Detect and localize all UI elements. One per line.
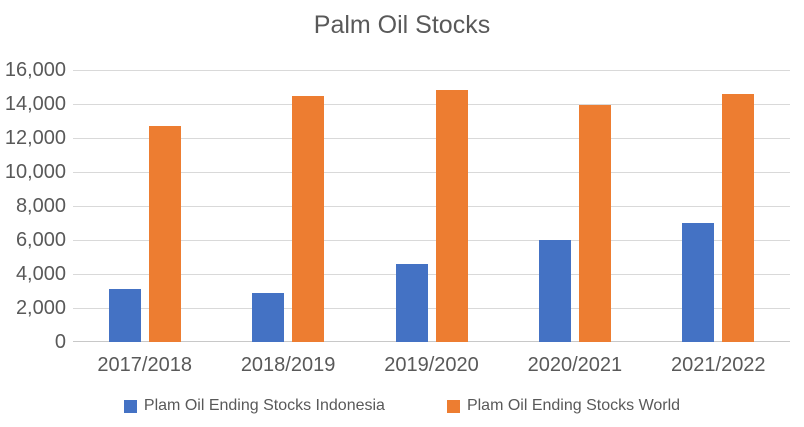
x-tick-label: 2020/2021 [527, 354, 623, 376]
bar-world-2018-2019 [292, 95, 325, 342]
gridline [73, 206, 790, 207]
bar-indonesia-2021-2022 [682, 223, 715, 342]
legend-label: Plam Oil Ending Stocks World [466, 397, 681, 414]
gridline [73, 138, 790, 139]
bar-world-2017-2018 [148, 126, 181, 342]
y-tick-label: 0 [54, 331, 66, 353]
bar-world-2021-2022 [722, 93, 755, 342]
y-tick-label: 8,000 [15, 195, 66, 217]
y-axis: 0 2,000 4,000 6,000 8,000 10,000 12,000 14,000 1… [0, 59, 66, 353]
gridline [73, 70, 790, 71]
y-tick-label: 16,000 [4, 59, 66, 81]
bar-indonesia-2020-2021 [538, 240, 571, 342]
y-tick-label: 14,000 [4, 93, 66, 115]
plot-area [73, 70, 790, 342]
legend-swatch-icon [123, 399, 137, 413]
legend-label: Plam Oil Ending Stocks Indonesia [143, 397, 385, 414]
x-tick-label: 2018/2019 [240, 354, 336, 376]
bar-indonesia-2018-2019 [252, 292, 285, 342]
y-tick-label: 10,000 [4, 161, 66, 183]
y-tick-label: 2,000 [15, 297, 66, 319]
y-tick-label: 12,000 [4, 127, 66, 149]
legend-swatch-icon [446, 399, 460, 413]
y-tick-label: 4,000 [15, 263, 66, 285]
x-axis: 2017/2018 2018/2019 2019/2020 2020/2021 2021… [73, 353, 790, 379]
legend: Plam Oil Ending Stocks Indonesia Plam Oil… [0, 397, 804, 415]
x-tick-label: 2021/2022 [671, 354, 766, 376]
bar-world-2019-2020 [435, 90, 468, 342]
bar-world-2020-2021 [578, 104, 611, 342]
legend-entry-world: Plam Oil Ending Stocks World [446, 397, 681, 415]
x-axis-line [73, 341, 790, 342]
gridline [73, 240, 790, 241]
gridline [73, 172, 790, 173]
gridline [73, 308, 790, 309]
bar-indonesia-2017-2018 [108, 289, 141, 342]
x-tick-label: 2017/2018 [97, 354, 192, 376]
bar-indonesia-2019-2020 [395, 263, 428, 342]
gridline [73, 104, 790, 105]
legend-entry-indonesia: Plam Oil Ending Stocks Indonesia [123, 397, 385, 415]
chart-title: Palm Oil Stocks [313, 11, 491, 39]
y-tick-label: 6,000 [15, 229, 66, 251]
gridline [73, 274, 790, 275]
x-tick-label: 2019/2020 [384, 354, 479, 376]
